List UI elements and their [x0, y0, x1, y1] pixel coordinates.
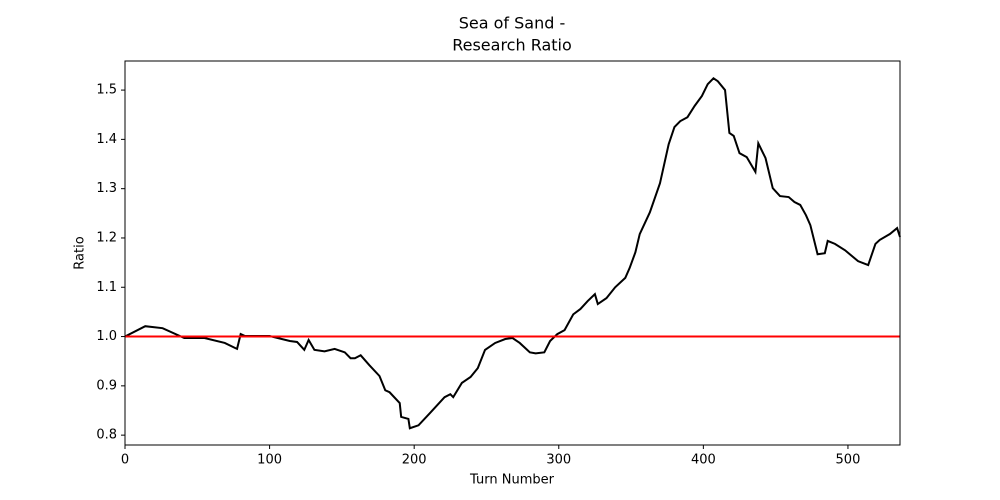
x-tick-label: 100: [257, 453, 282, 468]
chart-title: Sea of Sand -: [459, 14, 566, 33]
y-tick-label: 1.2: [96, 230, 117, 245]
x-tick-label: 200: [402, 453, 427, 468]
y-tick-label: 0.8: [96, 428, 117, 443]
chart-title: Research Ratio: [452, 36, 572, 55]
y-tick-label: 1.4: [96, 132, 117, 147]
plot-frame: [124, 60, 901, 446]
y-tick-label: 1.0: [96, 329, 117, 344]
y-tick-label: 1.3: [96, 181, 117, 196]
y-tick-label: 0.9: [96, 378, 117, 393]
y-tick-label: 1.1: [96, 280, 117, 295]
x-tick-label: 0: [121, 453, 129, 468]
data-line: [124, 76, 901, 430]
y-tick-label: 1.5: [96, 83, 117, 98]
x-axis-label: Turn Number: [469, 473, 555, 488]
y-axis-label: Ratio: [73, 236, 88, 269]
x-tick-label: 300: [546, 453, 571, 468]
x-tick-label: 500: [836, 453, 861, 468]
x-tick-label: 400: [691, 453, 716, 468]
